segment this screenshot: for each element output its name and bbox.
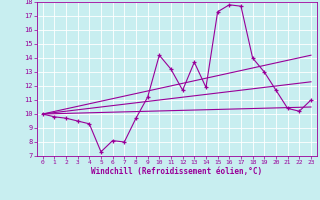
X-axis label: Windchill (Refroidissement éolien,°C): Windchill (Refroidissement éolien,°C) bbox=[91, 167, 262, 176]
